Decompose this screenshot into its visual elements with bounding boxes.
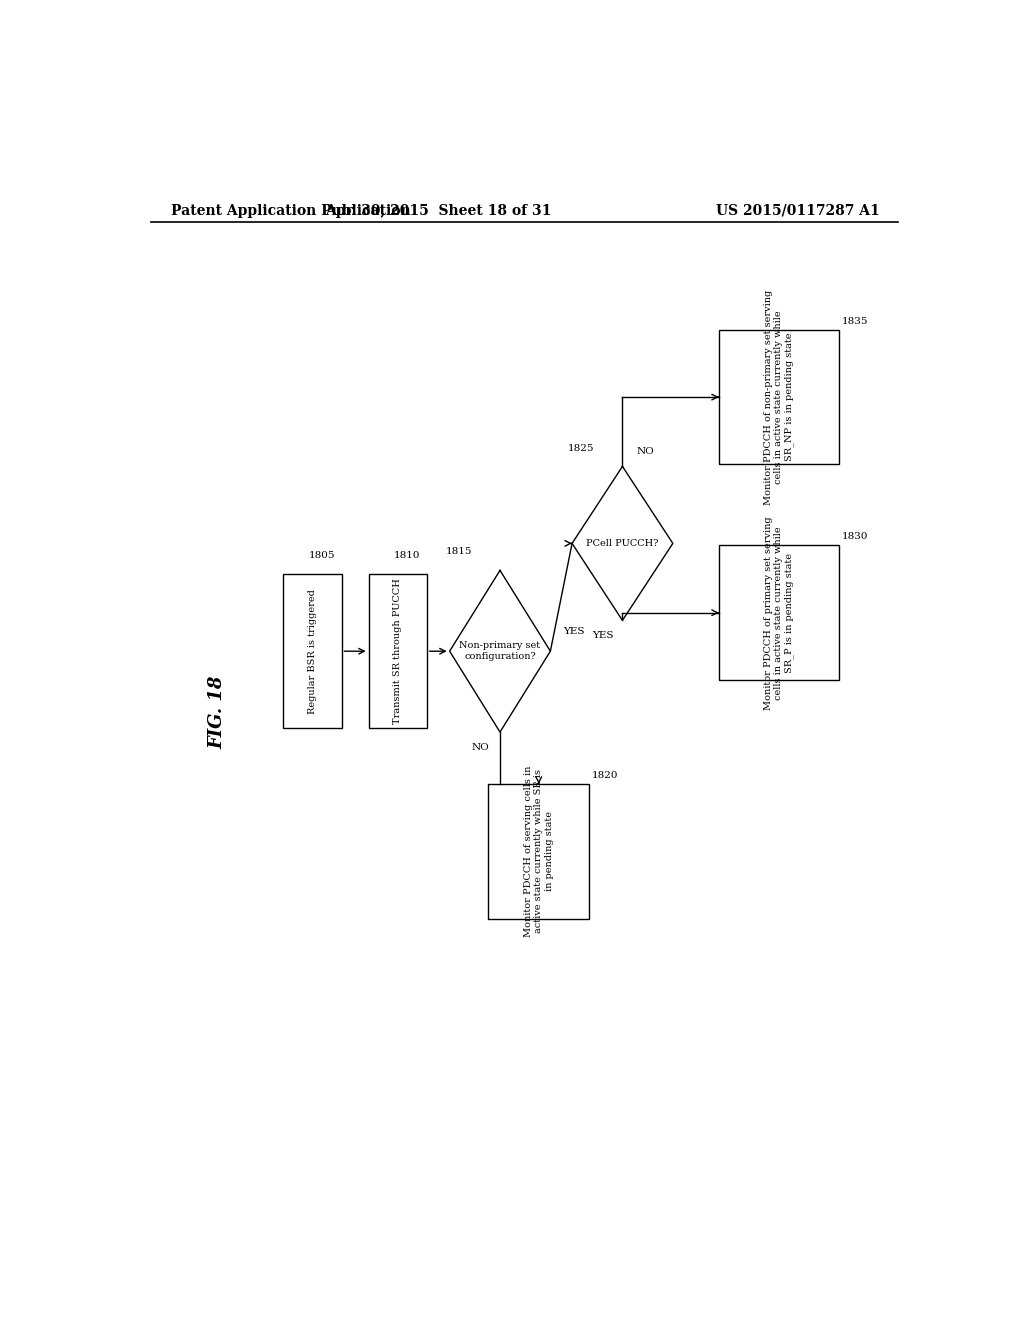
- Text: Non-primary set
configuration?: Non-primary set configuration?: [460, 642, 541, 661]
- Text: YES: YES: [563, 627, 585, 636]
- Polygon shape: [450, 570, 550, 733]
- Text: NO: NO: [472, 743, 489, 752]
- Bar: [719, 330, 839, 465]
- Text: 1815: 1815: [445, 548, 472, 557]
- Text: 1820: 1820: [592, 771, 617, 780]
- Text: PCell PUCCH?: PCell PUCCH?: [586, 539, 658, 548]
- Text: FIG. 18: FIG. 18: [208, 676, 226, 750]
- Text: 1825: 1825: [568, 444, 595, 453]
- Text: Regular BSR is triggered: Regular BSR is triggered: [308, 589, 317, 714]
- Bar: [284, 574, 342, 729]
- Text: Patent Application Publication: Patent Application Publication: [171, 203, 411, 218]
- Bar: [719, 545, 839, 680]
- Text: 1835: 1835: [842, 317, 868, 326]
- Bar: [488, 784, 589, 919]
- Text: Transmit SR through PUCCH: Transmit SR through PUCCH: [393, 578, 402, 725]
- Polygon shape: [572, 466, 673, 620]
- Text: Apr. 30, 2015  Sheet 18 of 31: Apr. 30, 2015 Sheet 18 of 31: [325, 203, 551, 218]
- Text: Monitor PDCCH of serving cells in
active state currently while SR is
in pending : Monitor PDCCH of serving cells in active…: [524, 766, 554, 937]
- Text: YES: YES: [592, 631, 613, 640]
- Bar: [369, 574, 427, 729]
- Text: NO: NO: [637, 446, 654, 455]
- Text: 1805: 1805: [308, 552, 335, 560]
- Text: Monitor PDCCH of primary set serving
cells in active state currently while
SR_P : Monitor PDCCH of primary set serving cel…: [764, 516, 795, 710]
- Text: 1830: 1830: [842, 532, 868, 541]
- Text: US 2015/0117287 A1: US 2015/0117287 A1: [716, 203, 880, 218]
- Text: Monitor PDCCH of non-primary set serving
cells in active state currently while
S: Monitor PDCCH of non-primary set serving…: [764, 289, 795, 504]
- Text: 1810: 1810: [394, 552, 420, 560]
